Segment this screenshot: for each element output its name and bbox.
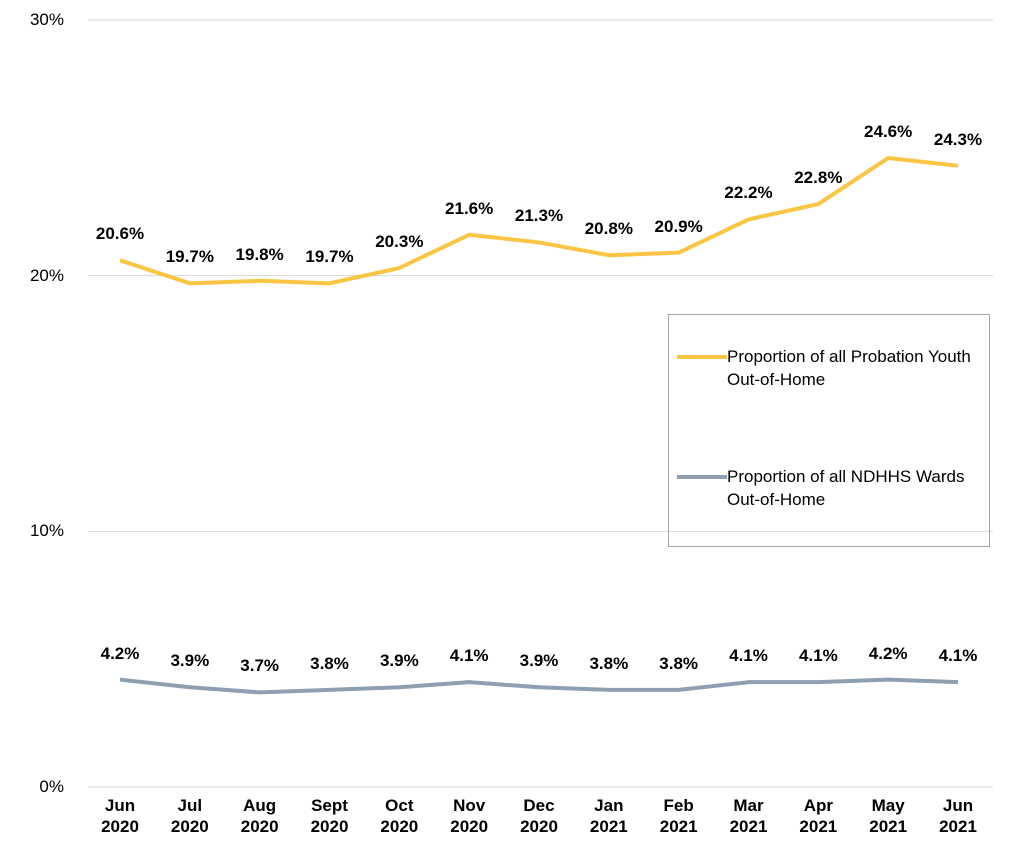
data-label: 20.9%	[654, 216, 703, 236]
x-tick-label: Mar 2021	[729, 796, 768, 836]
data-label: 24.3%	[933, 129, 983, 149]
x-tick-label: Dec 2020	[520, 796, 558, 836]
x-tick-label: Apr 2021	[799, 796, 838, 836]
data-label: 3.9%	[519, 651, 559, 671]
x-tick-label: Jan 2021	[589, 796, 628, 836]
data-label: 3.8%	[310, 653, 349, 673]
data-label: 4.1%	[449, 646, 489, 666]
y-tick-label: 20%	[29, 265, 64, 285]
series-line	[119, 156, 959, 286]
x-tick-label: May 2021	[869, 796, 908, 836]
data-label: 20.3%	[375, 231, 424, 251]
y-tick-label: 10%	[29, 521, 64, 541]
x-tick-label: Jul 2020	[170, 796, 209, 836]
data-label: 3.7%	[240, 656, 280, 676]
legend-swatch	[677, 355, 727, 359]
data-label: 4.1%	[938, 646, 978, 666]
data-label: 19.7%	[305, 247, 354, 267]
data-label: 4.1%	[798, 646, 838, 666]
legend-item: Proportion of all Probation Youth Out-of…	[677, 345, 989, 391]
legend: Proportion of all Probation Youth Out-of…	[668, 314, 990, 547]
x-tick-label: Nov 2020	[450, 796, 489, 836]
x-tick-label: Feb 2021	[659, 796, 698, 836]
legend-label: Proportion of all Probation Youth Out-of…	[727, 347, 971, 389]
data-label: 24.6%	[864, 122, 913, 142]
data-label: 20.8%	[584, 219, 633, 239]
data-label: 3.9%	[170, 651, 210, 671]
data-label: 3.8%	[659, 653, 699, 673]
y-tick-label: 0%	[39, 777, 64, 796]
y-tick-label: 30%	[29, 10, 64, 29]
x-tick-label: Sept 2020	[310, 796, 349, 836]
x-tick-label: Oct 2020	[380, 796, 419, 836]
x-tick-label: Jun 2020	[101, 796, 139, 836]
data-label: 19.7%	[165, 247, 214, 267]
data-label: 22.2%	[724, 183, 773, 203]
data-label: 21.6%	[445, 198, 494, 218]
data-label: 3.8%	[589, 653, 629, 673]
series-line	[119, 677, 959, 695]
data-label: 19.8%	[235, 244, 284, 264]
data-label: 4.2%	[100, 643, 140, 663]
data-label: 4.2%	[868, 643, 908, 663]
legend-item: Proportion of all NDHHS Wards Out-of-Hom…	[677, 465, 989, 511]
x-tick-label: Jun 2021	[939, 796, 977, 836]
legend-label: Proportion of all NDHHS Wards Out-of-Hom…	[727, 467, 965, 509]
legend-swatch	[677, 475, 727, 479]
x-tick-label: Aug 2020	[240, 796, 279, 836]
data-label: 22.8%	[794, 168, 843, 188]
data-label: 3.9%	[379, 651, 419, 671]
data-label: 21.3%	[514, 206, 564, 226]
data-label: 20.6%	[95, 224, 145, 244]
data-label: 4.1%	[729, 646, 768, 666]
